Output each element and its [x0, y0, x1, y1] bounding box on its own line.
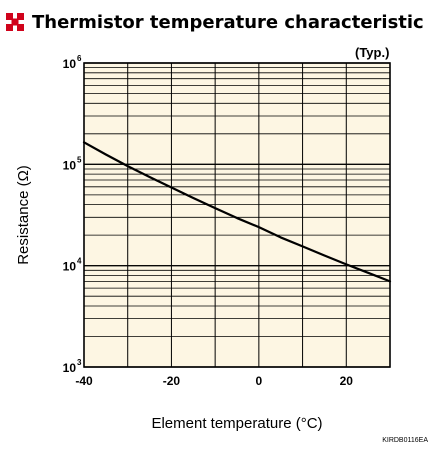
x-tick-label: 20 [340, 374, 354, 388]
x-tick-label: -40 [75, 374, 93, 388]
y-tick-base: 10 [63, 158, 77, 172]
y-tick-exponent: 6 [77, 54, 82, 63]
series-layer [82, 141, 392, 283]
y-tick-base: 10 [63, 57, 77, 71]
y-tick-label: 10 5 [63, 155, 82, 172]
y-tick-label: 10 4 [63, 257, 82, 274]
x-tick-label: 0 [256, 374, 263, 388]
x-tick-labels: -40 -20 0 20 [75, 374, 353, 388]
plot-background [84, 63, 390, 367]
y-tick-exponent: 4 [77, 257, 82, 266]
figure-code: KIRDB0116EA [382, 437, 428, 444]
red-square-cluster-icon [6, 13, 24, 31]
y-tick-base: 10 [63, 361, 77, 375]
y-tick-base: 10 [63, 260, 77, 274]
y-tick-label: 10 6 [63, 54, 82, 71]
plot-frame [83, 62, 391, 368]
y-tick-exponent: 5 [77, 155, 82, 164]
chart-header: Thermistor temperature characteristic [6, 8, 424, 36]
page-title: Thermistor temperature characteristic [32, 11, 424, 33]
y-tick-exponent: 3 [77, 358, 82, 367]
x-axis-label: Element temperature (°C) [151, 415, 322, 432]
y-axis-label: Resistance (Ω) [15, 165, 32, 265]
typ-annotation: (Typ.) [355, 45, 389, 60]
resistance-curve [82, 141, 392, 283]
y-tick-label: 10 3 [63, 358, 82, 375]
x-tick-label: -20 [163, 374, 181, 388]
